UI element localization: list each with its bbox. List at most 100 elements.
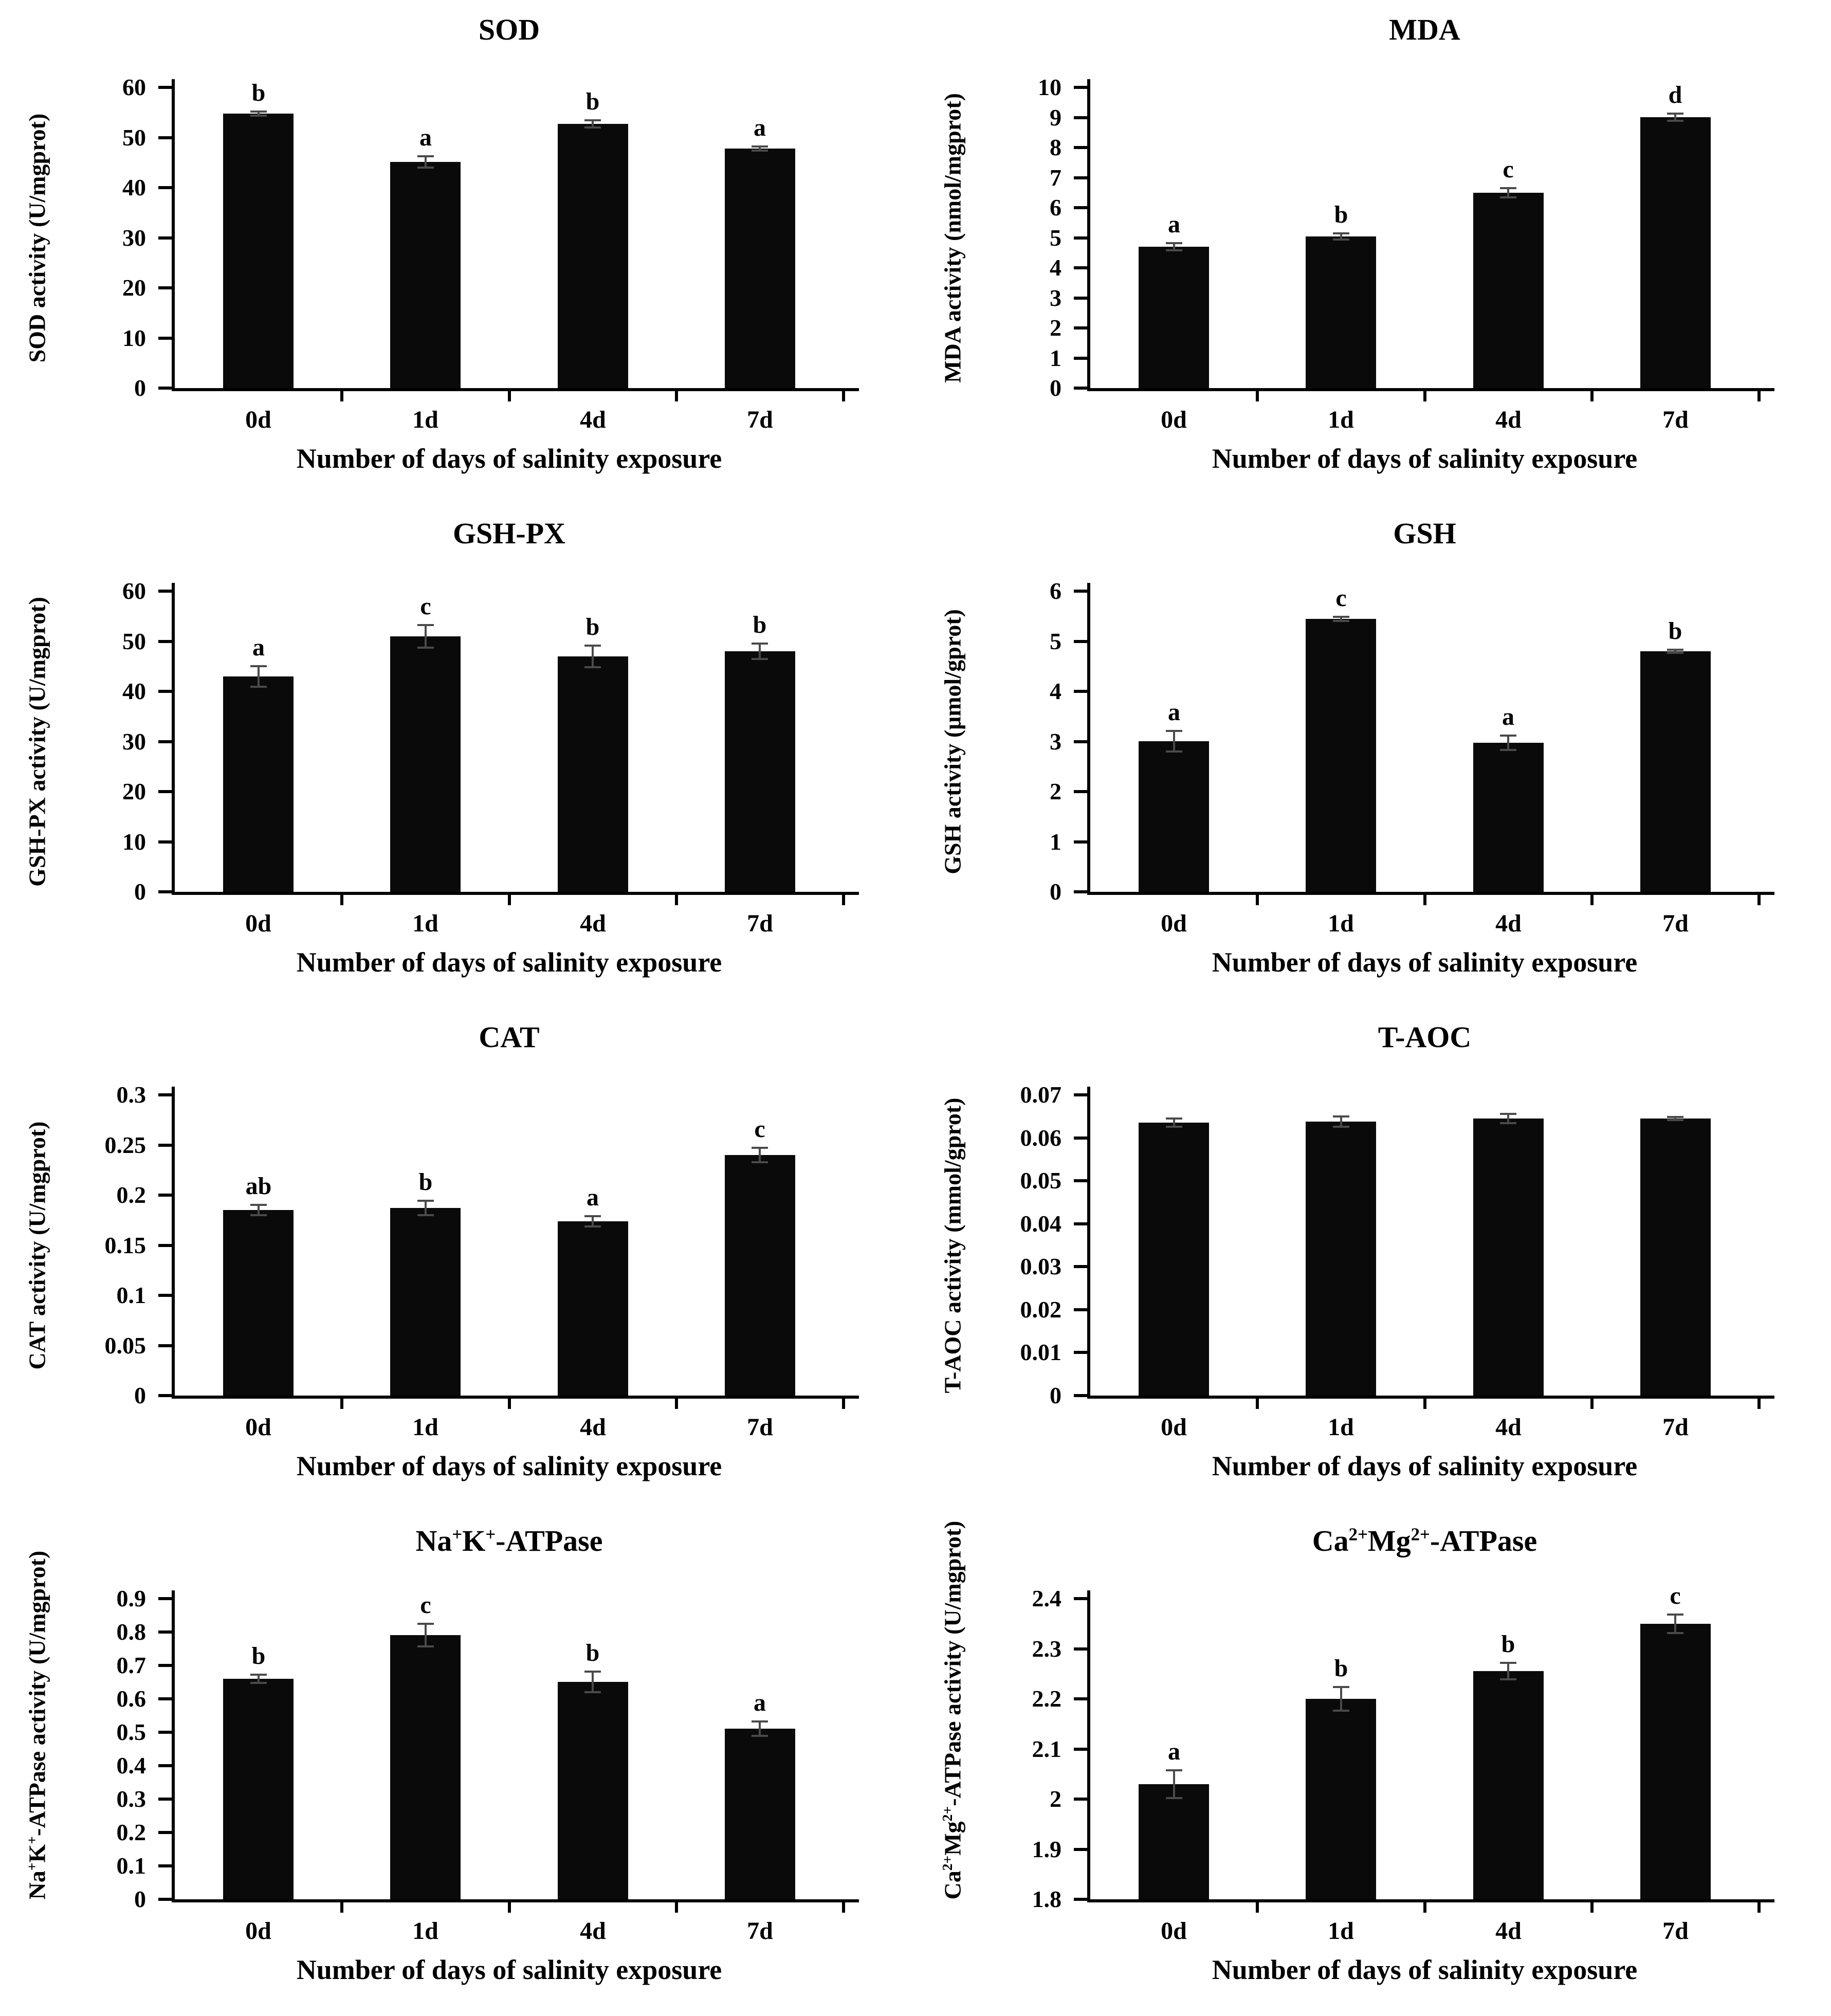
error-bar bbox=[1340, 617, 1342, 621]
sig-letter: b bbox=[1334, 1655, 1348, 1682]
y-tick bbox=[1074, 1798, 1087, 1801]
error-bar-cap-top bbox=[1333, 1115, 1349, 1117]
x-tick-label: 1d bbox=[1328, 1414, 1354, 1441]
y-tick-label: 0.03 bbox=[1020, 1253, 1062, 1279]
sig-letter: c bbox=[1670, 1582, 1681, 1609]
x-tick bbox=[1256, 895, 1259, 905]
y-tick-label: 4 bbox=[1050, 678, 1061, 704]
error-bar-cap-top bbox=[1166, 242, 1182, 244]
x-tick-label: 7d bbox=[1662, 1414, 1689, 1441]
error-bar-cap-top bbox=[1333, 232, 1349, 234]
x-tick bbox=[508, 1399, 511, 1409]
y-tick bbox=[1074, 1597, 1087, 1600]
bar-4d bbox=[1473, 743, 1544, 892]
x-axis-label: Number of days of salinity exposure bbox=[296, 1954, 722, 1985]
bar-1d bbox=[1306, 1122, 1376, 1396]
x-axis-label: Number of days of salinity exposure bbox=[296, 1451, 722, 1481]
error-bar-cap-bottom bbox=[584, 126, 601, 129]
error-bar-cap-bottom bbox=[752, 150, 768, 152]
x-axis-line bbox=[172, 1899, 859, 1902]
y-tick-label: 1 bbox=[1050, 829, 1061, 855]
x-tick-label: 7d bbox=[747, 406, 773, 433]
error-bar bbox=[1674, 650, 1676, 653]
y-tick bbox=[1074, 1265, 1087, 1268]
y-tick-label: 10 bbox=[122, 829, 146, 855]
y-tick bbox=[158, 286, 172, 289]
error-bar bbox=[759, 1721, 761, 1736]
x-tick-label: 1d bbox=[412, 406, 438, 433]
y-tick bbox=[158, 1093, 172, 1096]
sig-letter: b bbox=[585, 88, 600, 115]
bar-7d bbox=[1640, 651, 1711, 892]
error-bar-cap-top bbox=[1333, 1686, 1349, 1688]
y-tick bbox=[1074, 297, 1087, 300]
error-bar-cap-top bbox=[1667, 1116, 1683, 1118]
y-tick-label: 0.4 bbox=[116, 1752, 147, 1779]
bar-4d bbox=[1473, 1119, 1544, 1396]
x-axis-label: Number of days of salinity exposure bbox=[1212, 1451, 1638, 1481]
error-bar bbox=[1340, 1116, 1342, 1127]
error-bar-cap-bottom bbox=[1333, 239, 1349, 241]
x-tick bbox=[340, 895, 343, 905]
sig-letter: b bbox=[753, 611, 767, 638]
x-tick bbox=[1256, 1902, 1259, 1913]
sig-letter: a bbox=[1502, 703, 1514, 730]
x-axis-line bbox=[172, 892, 859, 895]
error-bar bbox=[759, 644, 761, 659]
error-bar-cap-top bbox=[1667, 113, 1683, 115]
sig-letter: ab bbox=[245, 1172, 272, 1200]
sig-letter: a bbox=[754, 114, 766, 141]
x-tick bbox=[1590, 1399, 1594, 1409]
x-axis-label: Number of days of salinity exposure bbox=[1212, 1954, 1638, 1985]
error-bar bbox=[759, 146, 761, 151]
y-tick bbox=[1074, 1898, 1087, 1901]
error-bar bbox=[425, 625, 427, 648]
error-bar-cap-bottom bbox=[1333, 620, 1349, 622]
chart-title: T-AOC bbox=[1378, 1020, 1472, 1054]
bar-4d bbox=[558, 1221, 628, 1396]
x-axis-label: Number of days of salinity exposure bbox=[1212, 947, 1638, 978]
chart-title: MDA bbox=[1389, 13, 1460, 46]
error-bar-cap-bottom bbox=[1667, 652, 1683, 654]
chart-title: GSH-PX bbox=[452, 517, 566, 550]
bar-1d bbox=[390, 1208, 461, 1396]
chart-panel-camg-atpase: Ca2+Mg2+-ATPase Ca2+Mg2+-ATPase activity … bbox=[916, 1511, 1831, 2015]
y-tick bbox=[1074, 640, 1087, 643]
bar-4d bbox=[558, 1682, 628, 1899]
sig-letter: b bbox=[585, 613, 600, 640]
x-tick-label: 0d bbox=[245, 1414, 271, 1441]
x-tick-label: 7d bbox=[747, 1414, 773, 1441]
y-tick bbox=[1074, 146, 1087, 149]
y-tick bbox=[158, 1831, 172, 1834]
sig-letter: b bbox=[251, 79, 266, 106]
y-tick-label: 9 bbox=[1050, 104, 1061, 131]
y-tick-label: 0.1 bbox=[116, 1853, 147, 1879]
y-tick bbox=[158, 1194, 172, 1197]
y-tick bbox=[158, 1697, 172, 1700]
error-bar-cap-bottom bbox=[1166, 1126, 1182, 1128]
error-bar-cap-bottom bbox=[1500, 196, 1516, 198]
error-bar-cap-bottom bbox=[1667, 1119, 1683, 1121]
y-tick-label: 2.2 bbox=[1032, 1685, 1062, 1712]
bar-1d bbox=[390, 636, 461, 892]
error-bar bbox=[258, 1675, 260, 1683]
y-tick-label: 10 bbox=[1038, 74, 1061, 100]
x-tick bbox=[1423, 1902, 1426, 1913]
error-bar-cap-bottom bbox=[250, 1214, 267, 1216]
chart-panel-t-aoc: T-AOC T-AOC activity (mmol/gprot) 0 0.01 0.0… bbox=[916, 1007, 1831, 1511]
y-tick-label: 8 bbox=[1050, 134, 1061, 160]
sig-letter: a bbox=[754, 1689, 766, 1716]
x-tick-label: 4d bbox=[1495, 406, 1522, 433]
y-tick bbox=[1074, 1222, 1087, 1225]
bar-0d bbox=[223, 1679, 294, 1899]
error-bar bbox=[1674, 1615, 1676, 1633]
x-tick bbox=[675, 1399, 678, 1409]
chart-panel-sod: SOD SOD activity (U/mgprot) 0 10 20 30 40 50 60 b… bbox=[0, 0, 916, 504]
x-tick bbox=[340, 391, 343, 401]
y-tick-label: 0.25 bbox=[104, 1132, 147, 1158]
error-bar bbox=[592, 1216, 594, 1226]
x-tick bbox=[1757, 895, 1761, 905]
y-tick bbox=[158, 1394, 172, 1397]
x-tick-label: 7d bbox=[747, 910, 773, 937]
